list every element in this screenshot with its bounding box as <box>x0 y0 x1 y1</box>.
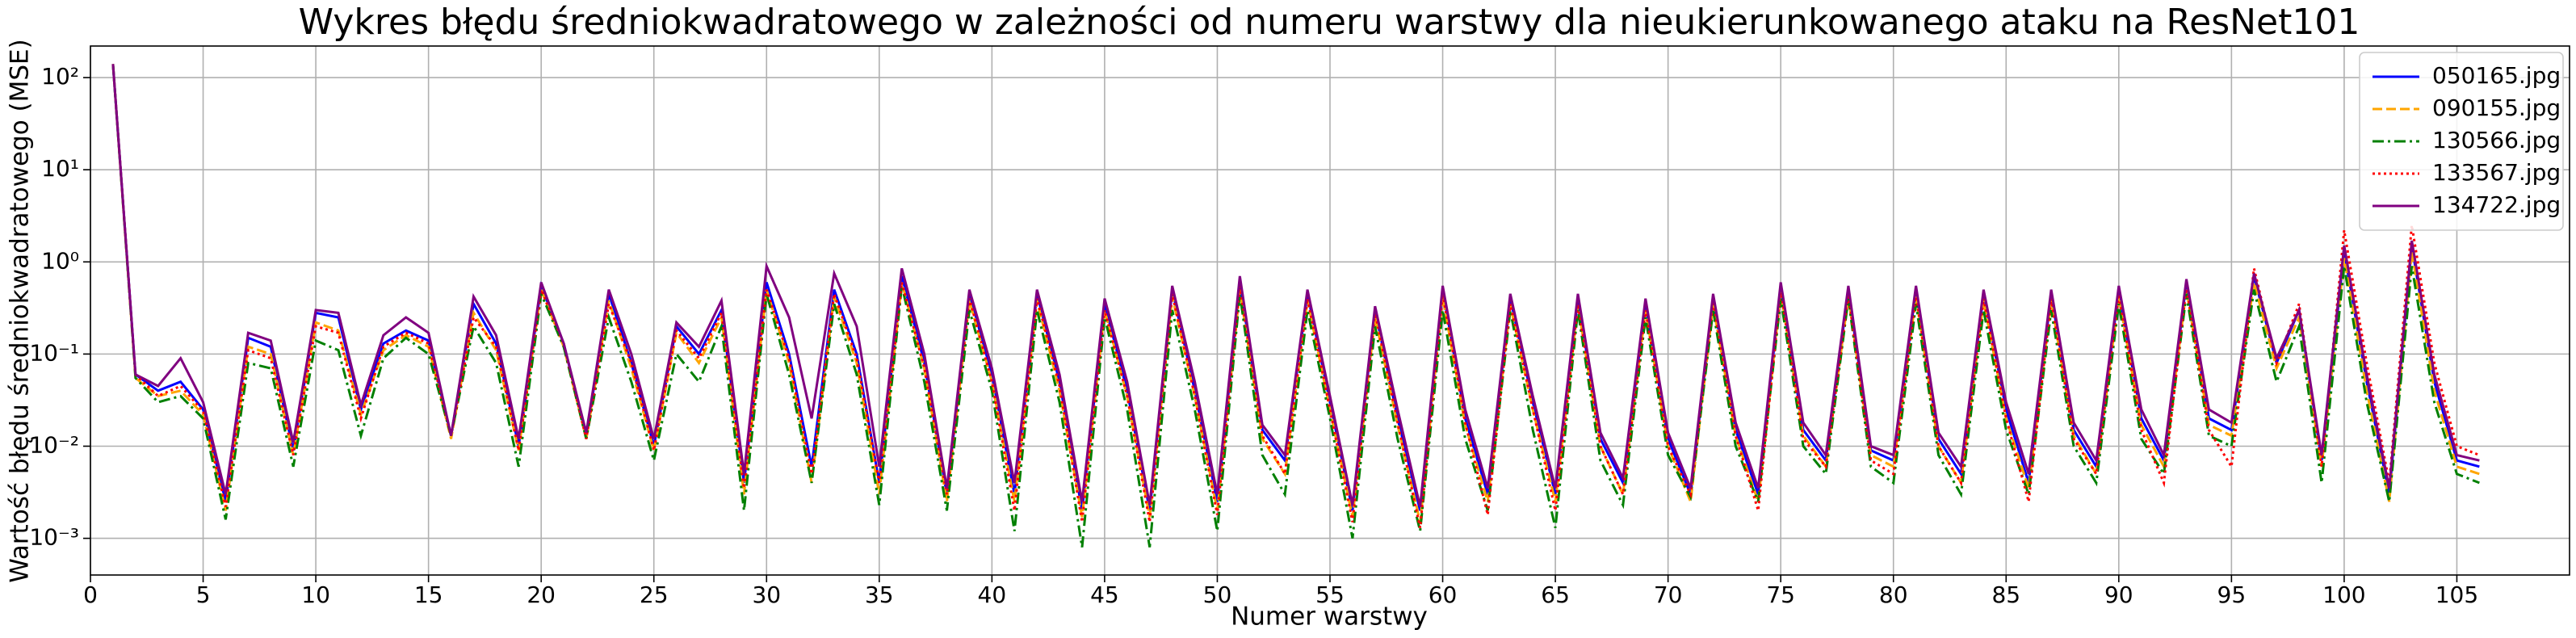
y-axis-label: Wartość błędu średniokwadratowego (MSE) <box>6 39 35 582</box>
legend-label: 133567.jpg <box>2432 159 2561 186</box>
y-tick-label: 10⁻¹ <box>29 339 79 366</box>
y-tick-label: 10⁻³ <box>29 524 79 551</box>
y-tick-label: 10⁻² <box>29 431 79 458</box>
legend-label: 134722.jpg <box>2432 191 2561 218</box>
x-tick-label: 55 <box>1315 581 1345 608</box>
x-tick-label: 50 <box>1203 581 1232 608</box>
x-tick-label: 75 <box>1766 581 1795 608</box>
series-line <box>111 64 2480 523</box>
x-tick-label: 95 <box>2217 581 2247 608</box>
x-tick-label: 90 <box>2104 581 2133 608</box>
legend-label: 130566.jpg <box>2432 127 2561 153</box>
x-tick-label: 100 <box>2322 581 2365 608</box>
x-tick-label: 45 <box>1090 581 1119 608</box>
x-axis-label: Numer warstwy <box>1231 602 1428 632</box>
y-tick-label: 10² <box>41 63 79 90</box>
x-tick-label: 5 <box>196 581 211 608</box>
x-tick-label: 25 <box>640 581 669 608</box>
legend-box <box>2359 52 2564 231</box>
series-line <box>111 64 2480 511</box>
series-line <box>111 64 2480 548</box>
x-tick-label: 30 <box>752 581 781 608</box>
series-line <box>111 64 2480 507</box>
x-tick-label: 65 <box>1541 581 1570 608</box>
x-tick-label: 85 <box>1991 581 2020 608</box>
plot-frame <box>90 45 2570 576</box>
x-tick-label: 60 <box>1429 581 1458 608</box>
legend-label: 090155.jpg <box>2432 94 2561 121</box>
x-tick-label: 40 <box>978 581 1007 608</box>
x-tick-label: 0 <box>83 581 98 608</box>
y-tick-label: 10¹ <box>41 155 79 182</box>
x-tick-label: 70 <box>1654 581 1683 608</box>
x-tick-label: 10 <box>301 581 330 608</box>
x-tick-label: 20 <box>527 581 556 608</box>
series-line <box>111 64 2480 528</box>
chart-title: Wykres błędu średniokwadratowego w zależ… <box>299 2 2360 43</box>
x-tick-label: 80 <box>1879 581 1908 608</box>
x-tick-label: 105 <box>2435 581 2478 608</box>
x-tick-label: 35 <box>865 581 894 608</box>
x-tick-label: 15 <box>414 581 443 608</box>
legend: 050165.jpg 090155.jpg 130566.jpg 133567.jpg… <box>2359 52 2564 231</box>
legend-label: 050165.jpg <box>2432 62 2561 89</box>
y-tick-label: 10⁰ <box>41 247 79 274</box>
